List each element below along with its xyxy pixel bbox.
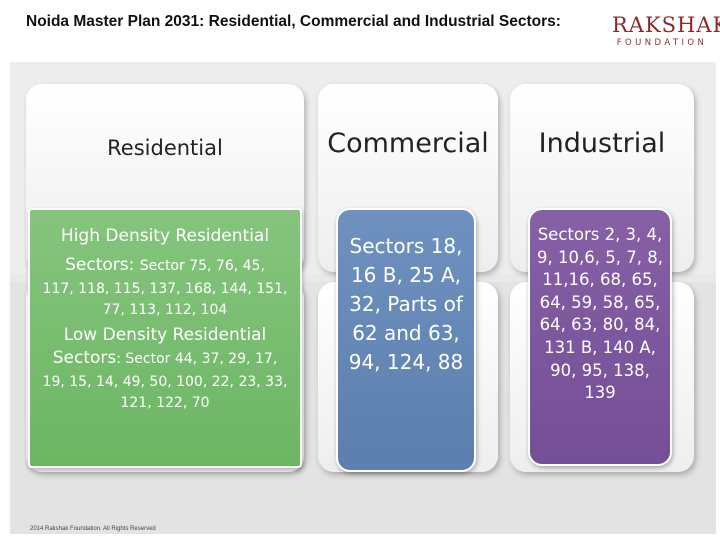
- rakshak-logo: RAKSHAK FOUNDATION: [612, 13, 720, 48]
- industrial-heading: Industrial: [538, 128, 666, 159]
- high-density-sectors-line: Sectors: Sector 75, 76, 45,: [30, 255, 300, 276]
- low-density-heading: Low Density Residential: [63, 325, 267, 345]
- low-density-sectors-line: Sectors: Sector 44, 37, 29, 17,: [30, 348, 300, 369]
- high-density-heading: High Density Residential: [60, 226, 270, 246]
- commercial-sectors-box: Sectors 18, 16 B, 25 A, 32, Parts of 62 …: [336, 208, 476, 472]
- slide-title: Noida Master Plan 2031: Residential, Com…: [26, 13, 561, 30]
- commercial-heading: Commercial: [327, 128, 489, 159]
- high-density-first-line: Sector 75, 76, 45,: [139, 258, 265, 274]
- high-density-sector-list: 117, 118, 115, 137, 168, 144, 151, 77, 1…: [42, 281, 288, 318]
- copyright-footer: 2014 Rakshak Foundation. All Rights Rese…: [30, 526, 156, 532]
- low-density-label: Sectors: [52, 348, 117, 368]
- low-density-sector-list: 19, 15, 14, 49, 50, 100, 22, 23, 33, 121…: [42, 374, 288, 411]
- logo-subtitle: FOUNDATION: [616, 38, 708, 48]
- industrial-sectors-box: Sectors 2, 3, 4, 9, 10,6, 5, 7, 8, 11,16…: [528, 208, 672, 466]
- logo-wordmark: RAKSHAK: [612, 13, 720, 37]
- commercial-sector-list: Sectors 18, 16 B, 25 A, 32, Parts of 62 …: [348, 234, 464, 374]
- low-density-first-line: : Sector 44, 37, 29, 17,: [116, 351, 278, 367]
- high-density-label: Sectors:: [65, 255, 135, 275]
- residential-heading: Residential: [107, 136, 223, 160]
- industrial-sector-list: Sectors 2, 3, 4, 9, 10,6, 5, 7, 8, 11,16…: [537, 225, 663, 403]
- residential-sectors-box: High Density Residential Sectors: Sector…: [28, 208, 302, 468]
